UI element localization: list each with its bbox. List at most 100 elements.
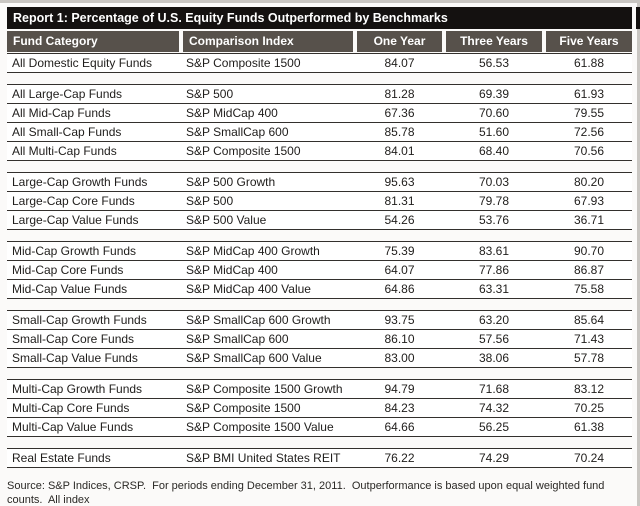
value-cell: 57.78 [573,351,605,365]
table-row: All Mid-Cap Funds S&P MidCap 400 67.36 70.6… [7,104,632,123]
comparison-index-cell: S&P Composite 1500 [186,401,301,415]
table-row: All Large-Cap Funds S&P 500 81.28 69.39 61.9… [7,85,632,104]
column-header-one-year: One Year [357,31,442,52]
table-body: All Domestic Equity Funds S&P Composite 1… [7,53,632,468]
row-group: Mid-Cap Growth Funds S&P MidCap 400 Growt… [7,241,632,299]
value-cell: 80.20 [573,175,605,189]
report-title: Report 1: Percentage of U.S. Equity Fund… [7,7,632,29]
value-cell: 79.78 [478,194,510,208]
comparison-index-cell: S&P MidCap 400 [186,263,278,277]
column-header-fund-category: Fund Category [7,31,179,52]
value-cell: 56.25 [478,420,510,434]
value-cell: 61.93 [573,87,605,101]
row-group: Large-Cap Growth Funds S&P 500 Growth 95.6… [7,172,632,230]
column-header-comparison-index: Comparison Index [183,31,353,52]
value-cell: 81.28 [384,87,415,101]
value-cell: 93.75 [384,313,415,327]
comparison-index-cell: S&P SmallCap 600 [186,332,289,346]
title-bar-edge-fragment [636,7,640,29]
table-row: Mid-Cap Core Funds S&P MidCap 400 64.07 77.… [7,261,632,280]
value-cell: 70.24 [573,451,605,465]
comparison-index-cell: S&P 500 Value [186,213,267,227]
column-header-three-years: Three Years [446,31,542,52]
value-cell: 64.66 [384,420,415,434]
row-group: Multi-Cap Growth Funds S&P Composite 1500… [7,379,632,437]
fund-category-cell: Small-Cap Value Funds [12,351,138,365]
value-cell: 74.32 [478,401,510,415]
table-row: Multi-Cap Growth Funds S&P Composite 1500… [7,380,632,399]
value-cell: 70.03 [478,175,510,189]
value-cell: 86.87 [573,263,605,277]
value-cell: 67.93 [573,194,605,208]
value-cell: 95.63 [384,175,415,189]
comparison-index-cell: S&P 500 [186,87,234,101]
fund-category-cell: Mid-Cap Core Funds [12,263,124,277]
fund-category-cell: All Small-Cap Funds [12,125,122,139]
comparison-index-cell: S&P Composite 1500 [186,56,301,70]
value-cell: 54.26 [384,213,415,227]
value-cell: 75.39 [384,244,415,258]
source-note-line-1: Source: S&P Indices, CRSP. For periods e… [7,480,608,506]
value-cell: 75.58 [573,282,605,296]
value-cell: 63.31 [478,282,510,296]
value-cell: 83.12 [573,382,605,396]
value-cell: 76.22 [384,451,415,465]
value-cell: 83.00 [384,351,415,365]
fund-category-cell: Large-Cap Growth Funds [12,175,148,189]
fund-category-cell: Multi-Cap Growth Funds [12,382,143,396]
row-group: All Domestic Equity Funds S&P Composite 1… [7,53,632,73]
value-cell: 70.56 [573,144,605,158]
comparison-index-cell: S&P MidCap 400 Value [186,282,311,296]
comparison-index-cell: S&P SmallCap 600 Value [186,351,322,365]
value-cell: 53.76 [478,213,510,227]
value-cell: 81.31 [384,194,415,208]
value-cell: 38.06 [478,351,510,365]
value-cell: 90.70 [573,244,605,258]
row-group: Small-Cap Growth Funds S&P SmallCap 600 G… [7,310,632,368]
fund-category-cell: All Mid-Cap Funds [12,106,111,120]
value-cell: 67.36 [384,106,415,120]
value-cell: 51.60 [478,125,510,139]
fund-category-cell: Mid-Cap Growth Funds [12,244,137,258]
comparison-index-cell: S&P MidCap 400 Growth [186,244,320,258]
table-row: All Domestic Equity Funds S&P Composite 1… [7,54,632,73]
table-row: Multi-Cap Core Funds S&P Composite 1500 84… [7,399,632,418]
value-cell: 69.39 [478,87,510,101]
value-cell: 71.68 [478,382,510,396]
table-row: All Small-Cap Funds S&P SmallCap 600 85.78… [7,123,632,142]
value-cell: 70.60 [478,106,510,120]
value-cell: 86.10 [384,332,415,346]
value-cell: 72.56 [573,125,605,139]
fund-category-cell: Small-Cap Growth Funds [12,313,147,327]
comparison-index-cell: S&P SmallCap 600 [186,125,289,139]
value-cell: 70.25 [573,401,605,415]
table-row: Large-Cap Growth Funds S&P 500 Growth 95.6… [7,173,632,192]
table-row: Mid-Cap Value Funds S&P MidCap 400 Value 6… [7,280,632,299]
fund-category-cell: Multi-Cap Value Funds [12,420,134,434]
value-cell: 56.53 [478,56,510,70]
table-row: Mid-Cap Growth Funds S&P MidCap 400 Growt… [7,242,632,261]
report-table: Report 1: Percentage of U.S. Equity Fund… [7,7,632,506]
value-cell: 94.79 [384,382,415,396]
table-row: Small-Cap Core Funds S&P SmallCap 600 86.1… [7,330,632,349]
value-cell: 64.86 [384,282,415,296]
image-edge-top [0,0,640,3]
value-cell: 84.01 [384,144,415,158]
column-header-five-years: Five Years [546,31,632,52]
image-edge-right [637,0,640,506]
value-cell: 63.20 [478,313,510,327]
fund-category-cell: All Multi-Cap Funds [12,144,117,158]
value-cell: 85.64 [573,313,605,327]
comparison-index-cell: S&P BMI United States REIT [186,451,341,465]
source-note: Source: S&P Indices, CRSP. For periods e… [7,479,632,506]
value-cell: 84.07 [384,56,415,70]
value-cell: 79.55 [573,106,605,120]
value-cell: 61.38 [573,420,605,434]
header-row: Fund Category Comparison Index One Year Thr… [7,31,632,52]
fund-category-cell: Small-Cap Core Funds [12,332,135,346]
table-row: All Multi-Cap Funds S&P Composite 1500 84.… [7,142,632,161]
value-cell: 57.56 [478,332,510,346]
table-row: Large-Cap Value Funds S&P 500 Value 54.26 5… [7,211,632,230]
comparison-index-cell: S&P 500 Growth [186,175,276,189]
value-cell: 74.29 [478,451,510,465]
